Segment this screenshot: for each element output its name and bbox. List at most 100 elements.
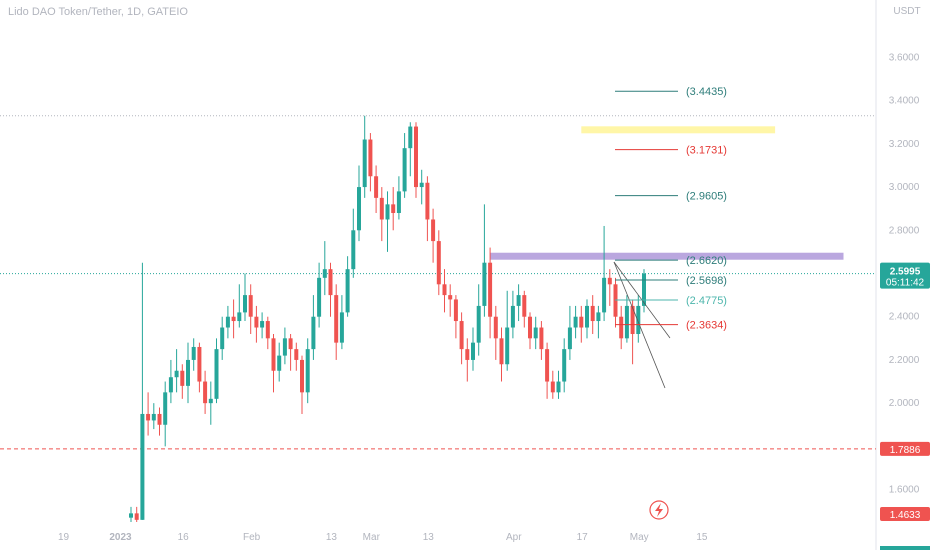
candle-body <box>459 321 464 350</box>
candle-body <box>476 305 481 343</box>
level-label: (2.5698) <box>686 275 727 287</box>
candle-body <box>180 370 185 386</box>
y-tick-label: 1.6000 <box>889 485 920 496</box>
chart-title: Lido DAO Token/Tether, 1D, GATEIO <box>8 6 188 18</box>
candle-body <box>237 312 242 322</box>
y-tick-label: 2.2000 <box>889 355 920 366</box>
candle-body <box>379 197 384 220</box>
candle-body <box>225 316 230 328</box>
candle-body <box>550 381 555 393</box>
candle-body <box>214 349 219 399</box>
candle-body <box>528 316 532 339</box>
candle-body <box>585 305 589 328</box>
candle-body <box>334 295 339 343</box>
candle-body <box>277 355 282 371</box>
candle-body <box>254 316 259 328</box>
candle-body <box>305 349 310 393</box>
candle-body <box>300 359 304 393</box>
candle-body <box>630 305 635 335</box>
purple-zone <box>490 252 844 260</box>
candle-body <box>613 284 618 317</box>
y-tick-label: 3.2000 <box>889 139 920 150</box>
level-label: (3.4435) <box>686 86 727 98</box>
candle-body <box>208 398 213 404</box>
lightning-bolt-icon <box>655 503 663 517</box>
candle-body <box>522 295 527 317</box>
support-price-value: 1.7886 <box>890 445 921 456</box>
candle-body <box>642 273 646 306</box>
candle-body <box>539 327 544 350</box>
candle-body <box>345 269 350 313</box>
y-tick-label: 3.4000 <box>889 96 920 107</box>
candle-body <box>203 381 208 404</box>
candle-body <box>391 204 396 213</box>
candle-body <box>488 262 493 317</box>
candle-body <box>134 513 139 520</box>
level-label: (2.9605) <box>686 191 727 203</box>
y-tick-label: 2.8000 <box>889 225 920 236</box>
current-price-badge <box>880 262 930 289</box>
x-tick-label: 17 <box>577 532 589 543</box>
candle-body <box>573 316 578 328</box>
candle-body <box>619 316 624 339</box>
low-price-badge <box>880 507 930 521</box>
candle-body <box>243 295 247 313</box>
x-tick-label: 13 <box>326 532 338 543</box>
candle-body <box>602 277 607 313</box>
candle-body <box>248 295 253 317</box>
candle-body <box>482 262 487 306</box>
candle-body <box>579 316 584 328</box>
x-tick-label: 19 <box>58 532 70 543</box>
candle-body <box>533 327 538 339</box>
candle-body <box>431 219 436 242</box>
candle-body <box>186 359 190 386</box>
candle-body <box>368 139 373 177</box>
x-tick-label: 16 <box>178 532 190 543</box>
candle-body <box>163 392 168 425</box>
candle-body <box>590 305 595 322</box>
candle-body <box>465 349 470 360</box>
countdown-timer: 05:11:42 <box>886 278 925 289</box>
candle-body <box>374 176 379 198</box>
candle-body <box>448 295 453 300</box>
candle-body <box>265 321 270 339</box>
candle-body <box>562 349 567 382</box>
x-tick-label: May <box>630 532 649 543</box>
candle-body <box>414 126 418 188</box>
candle-body <box>357 187 361 231</box>
candle-body <box>220 327 225 350</box>
support-price-badge <box>880 441 930 456</box>
candle-body <box>362 139 367 188</box>
candle-body <box>636 305 641 335</box>
candle-body <box>288 338 293 350</box>
candle-body <box>556 381 561 393</box>
y-tick-label: 2.0000 <box>889 398 920 409</box>
candle-body <box>419 182 424 188</box>
candle-body <box>151 413 156 421</box>
candle-body <box>567 327 572 350</box>
candle-body <box>260 321 265 328</box>
candle-body <box>146 413 151 421</box>
x-tick-label: Apr <box>506 532 522 543</box>
candle-body <box>317 277 322 317</box>
candle-body <box>499 338 504 365</box>
candle-body <box>197 346 202 382</box>
candle-body <box>231 316 236 322</box>
current-price-value: 2.5995 <box>890 267 921 278</box>
candle-body <box>322 269 327 278</box>
candle-body <box>140 413 145 520</box>
y-tick-label: 2.4000 <box>889 312 920 323</box>
level-label: (3.1731) <box>686 145 727 157</box>
candle-body <box>442 284 447 296</box>
candle-body <box>174 370 179 378</box>
candle-body <box>453 299 458 322</box>
low-price-value: 1.4633 <box>890 510 921 521</box>
candle-body <box>396 191 401 213</box>
candle-body <box>545 349 550 382</box>
y-tick-label: 3.6000 <box>889 52 920 63</box>
candle-body <box>191 346 196 360</box>
candle-body <box>493 316 498 339</box>
candle-body <box>385 204 390 220</box>
candle-body <box>157 413 162 425</box>
